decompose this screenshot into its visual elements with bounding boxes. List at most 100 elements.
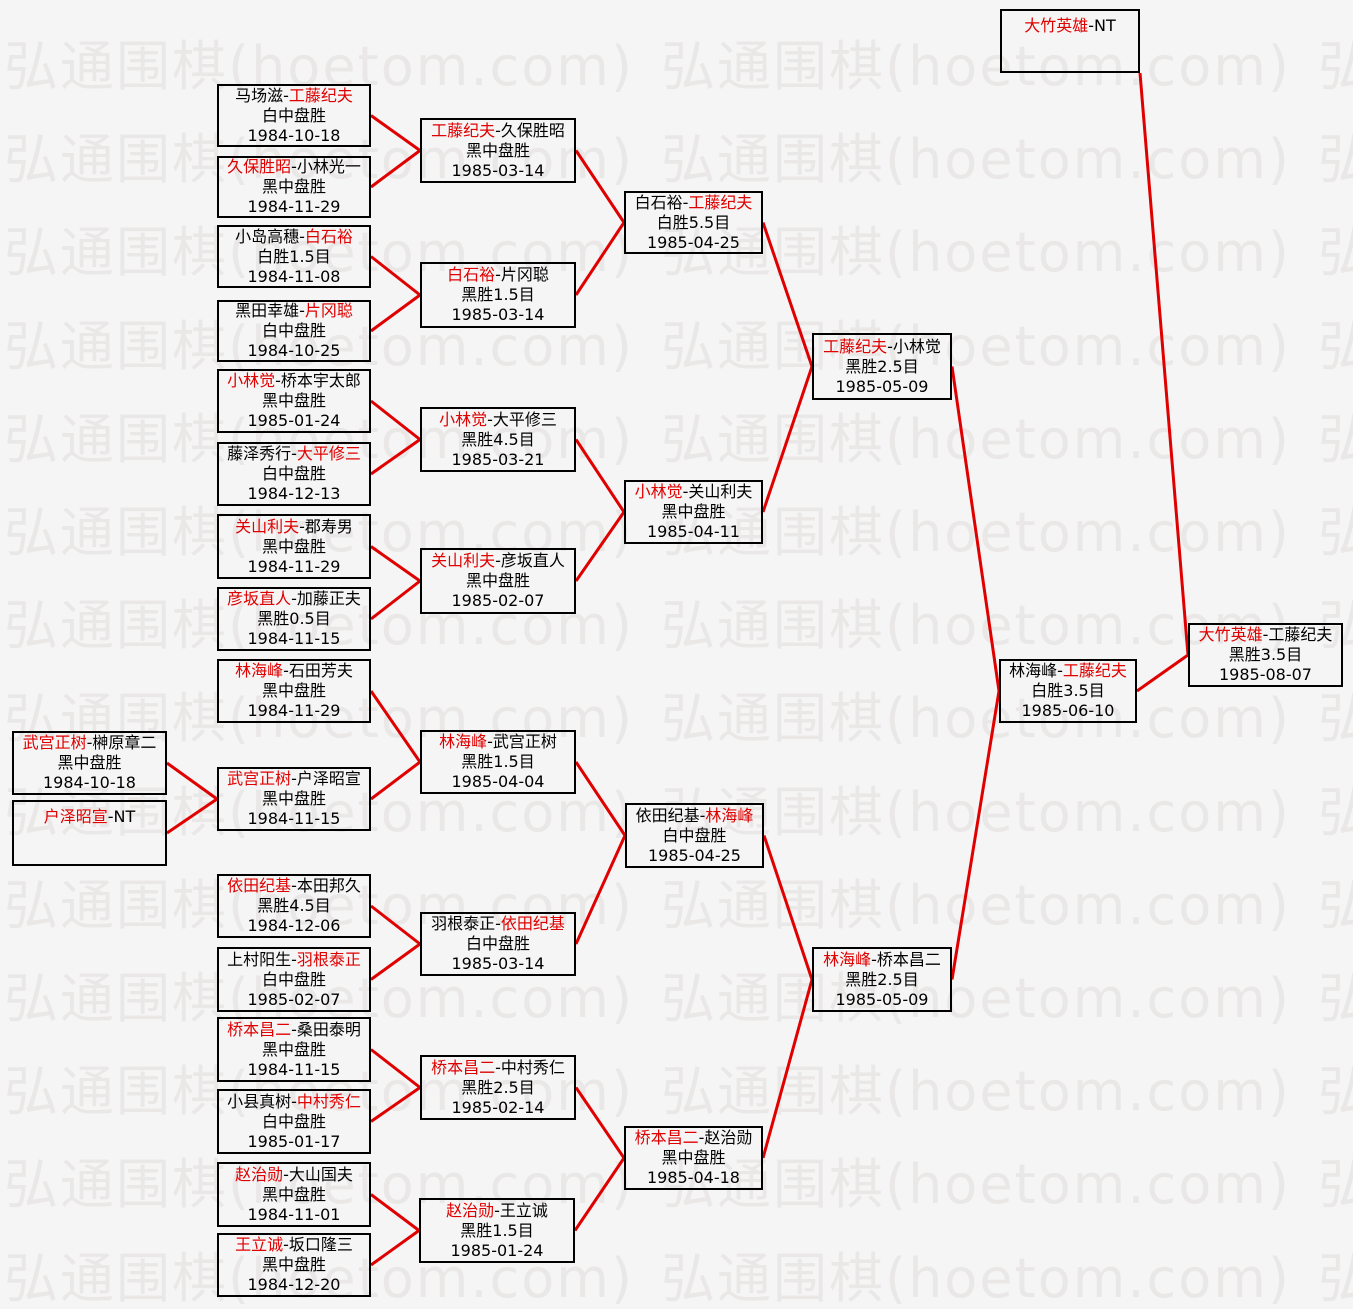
- watermark-text: 弘通围棋(hoetom.com): [1318, 221, 1353, 284]
- loser-name: 马场滋: [235, 85, 284, 105]
- match-box-r1_14: 小县真树-中村秀仁 白中盘胜 1985-01-17: [217, 1089, 371, 1154]
- match-box-r1_13: 桥本昌二-桑田泰明 黑中盘胜 1984-11-15: [217, 1017, 371, 1082]
- winner-name: 大平修三: [296, 444, 361, 463]
- match-date: 1984-10-18: [43, 773, 136, 792]
- match-players: 大竹英雄-工藤纪夫: [1199, 625, 1333, 645]
- match-date: 1984-11-15: [247, 1059, 341, 1079]
- loser-name: NT: [1094, 16, 1116, 35]
- winner-name: 大竹英雄: [1024, 16, 1089, 35]
- watermark-text: 弘通围棋(hoetom.com): [661, 408, 1291, 471]
- watermark-text: 弘通围棋(hoetom.com): [4, 221, 634, 284]
- watermark-text: 弘通围棋(hoetom.com): [661, 967, 1291, 1030]
- match-box-r2_8: 赵治勋-王立诚 黑胜1.5目 1985-01-24: [419, 1198, 575, 1263]
- match-date: 1984-12-13: [247, 484, 341, 503]
- watermark-text: 弘通围棋(hoetom.com): [4, 967, 634, 1030]
- connector-line: [370, 579, 421, 621]
- match-result: 黑中盘胜: [465, 571, 530, 590]
- match-box-r1_1: 马场滋-工藤纪夫 白中盘胜 1984-10-18: [217, 84, 371, 147]
- match-players: 林海峰-工藤纪夫: [1009, 661, 1127, 681]
- match-result: 黑中盘胜: [261, 391, 326, 410]
- match-date: 1985-08-07: [1219, 665, 1312, 684]
- winner-name: 工藤纪夫: [1062, 661, 1127, 680]
- match-date: 1985-02-14: [451, 1097, 545, 1117]
- winner-name: 彦坂直人: [227, 589, 292, 608]
- watermark-text: 弘通围棋(hoetom.com): [4, 594, 634, 657]
- players-separator: -: [291, 949, 297, 969]
- winner-name: 工藤纪夫: [288, 85, 353, 105]
- match-result: 黑胜1.5目: [460, 1220, 534, 1240]
- match-players: 赵治勋-大山国夫: [235, 1165, 353, 1185]
- match-date: 1984-11-15: [247, 629, 341, 648]
- loser-name: 小林觉: [892, 336, 941, 356]
- match-result: 黑中盘胜: [661, 502, 726, 521]
- loser-name: 彦坂直人: [500, 551, 565, 570]
- match-date: 1985-05-09: [835, 989, 929, 1009]
- winner-name: 小林觉: [227, 371, 276, 390]
- match-players: 黑田幸雄-片冈聪: [235, 301, 353, 321]
- players-separator: -: [283, 1235, 289, 1254]
- match-box-r3_2: 小林觉-关山利夫 黑中盘胜 1985-04-11: [624, 480, 763, 544]
- watermark-text: 弘通围棋(hoetom.com): [661, 1060, 1291, 1123]
- match-result: 黑中盘胜: [465, 140, 530, 160]
- connector-line: [370, 1193, 420, 1232]
- loser-name: 林海峰: [1009, 661, 1058, 680]
- match-result: 白胜1.5目: [257, 246, 331, 266]
- players-separator: -: [1262, 625, 1269, 644]
- players-separator: -: [871, 949, 877, 969]
- players-separator: -: [291, 157, 297, 176]
- match-box-r3_1: 白石裕-工藤纪夫 白胜5.5目 1985-04-25: [624, 191, 763, 254]
- watermark-text: 弘通围棋(hoetom.com): [1318, 687, 1353, 750]
- match-players: 藤泽秀行-大平修三: [227, 444, 361, 464]
- match-result: 黑中盘胜: [261, 1255, 326, 1274]
- winner-name: 关山利夫: [431, 551, 496, 570]
- loser-name: 依田纪基: [635, 805, 700, 825]
- match-box-r1_7: 关山利夫-郡寿男 黑中盘胜 1984-11-29: [217, 514, 371, 579]
- players-separator: -: [494, 1200, 500, 1220]
- match-players: 白石裕-工藤纪夫: [635, 193, 753, 213]
- watermark-text: 弘通围棋(hoetom.com): [1318, 408, 1353, 471]
- winner-name: 桥本昌二: [431, 1057, 496, 1077]
- players-separator: -: [1057, 661, 1063, 680]
- connector-line: [574, 438, 626, 513]
- winner-name: 王立诚: [235, 1235, 284, 1254]
- match-box-r3_4: 桥本昌二-赵治勋 黑中盘胜 1985-04-18: [624, 1126, 763, 1190]
- players-separator: -: [495, 1057, 501, 1077]
- winner-name: 工藤纪夫: [688, 192, 753, 212]
- winner-name: 武宫正树: [227, 769, 292, 788]
- match-result: 黑中盘胜: [261, 177, 326, 196]
- watermark-text: 弘通围棋(hoetom.com): [1318, 1247, 1353, 1309]
- match-result: 黑中盘胜: [261, 681, 326, 700]
- match-players: 羽根泰正-依田纪基: [431, 914, 565, 934]
- match-players: 武宫正树-榊原章二: [23, 733, 157, 753]
- connector-line: [1138, 72, 1190, 656]
- winner-name: 赵治勋: [446, 1200, 495, 1220]
- match-date: 1984-10-25: [247, 341, 341, 360]
- winner-name: 依田纪基: [500, 914, 565, 933]
- match-result: 黑中盘胜: [661, 1148, 726, 1167]
- match-players: 马场滋-工藤纪夫: [235, 86, 353, 106]
- players-separator: -: [291, 1091, 297, 1111]
- winner-name: 片冈聪: [304, 301, 353, 320]
- loser-name: 武宫正树: [492, 732, 557, 751]
- winner-name: 白石裕: [304, 226, 353, 246]
- match-box-r2_1: 工藤纪夫-久保胜昭 黑中盘胜 1985-03-14: [420, 118, 576, 183]
- connector-line: [573, 1157, 626, 1232]
- match-players: 白石裕-片冈聪: [447, 265, 549, 285]
- match-result: 白中盘胜: [261, 1111, 326, 1131]
- connector-line: [370, 114, 421, 152]
- players-separator: -: [495, 265, 501, 284]
- loser-name: 大山国夫: [288, 1164, 353, 1184]
- loser-name: 工藤纪夫: [1268, 625, 1333, 644]
- connector-line: [1136, 653, 1189, 693]
- match-players: 武宫正树-户泽昭宣: [227, 769, 361, 789]
- winner-name: 中村秀仁: [296, 1091, 361, 1111]
- match-date: 1984-11-29: [247, 701, 341, 720]
- match-result: 白胜5.5目: [656, 212, 731, 232]
- match-date: 1984-12-06: [247, 916, 341, 935]
- match-players: 上村阳生-羽根泰正: [227, 950, 361, 970]
- loser-name: 本田邦久: [296, 876, 361, 895]
- match-players: 王立诚-坂口隆三: [235, 1235, 353, 1255]
- match-result: 白中盘胜: [261, 969, 326, 989]
- players-separator: -: [283, 1164, 289, 1184]
- watermark-text: 弘通围棋(hoetom.com): [1318, 35, 1353, 98]
